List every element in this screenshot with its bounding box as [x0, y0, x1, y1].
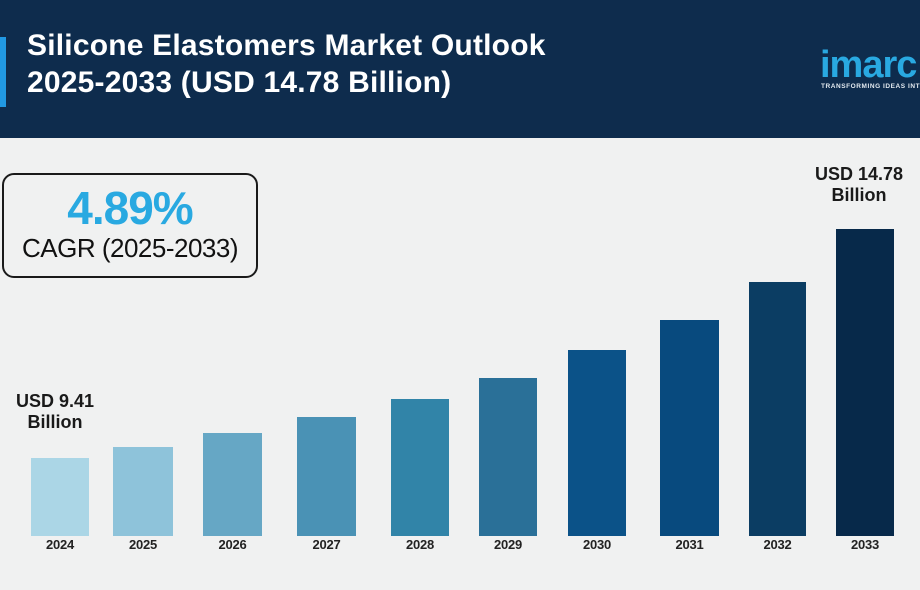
x-axis-label-2031: 2031 [675, 537, 704, 552]
bar-2026 [203, 433, 262, 536]
header-banner: Silicone Elastomers Market Outlook 2025-… [0, 0, 920, 138]
cagr-value: 4.89% [67, 182, 193, 234]
x-axis-label-2024: 2024 [45, 537, 75, 552]
chart-title-line1: Silicone Elastomers Market Outlook [27, 29, 546, 62]
bar-2028 [391, 399, 449, 536]
imarc-logo-text: imarc [820, 44, 917, 86]
x-axis-label-2028: 2028 [405, 537, 435, 552]
end-value-line1: USD 14.78 [814, 164, 904, 184]
x-axis-label-2027: 2027 [312, 537, 341, 552]
chart-title-line2: 2025-2033 (USD 14.78 Billion) [27, 66, 452, 99]
imarc-logo: imarc TRANSFORMING IDEAS INTO [818, 0, 920, 138]
start-value-line1: USD 9.41 [15, 391, 95, 411]
bar-2033 [836, 229, 894, 536]
bar-2027 [297, 417, 356, 536]
x-axis-label-2025: 2025 [128, 537, 158, 552]
bar-2024 [31, 458, 89, 536]
header-accent-stripe [0, 37, 6, 107]
bar-2029 [479, 378, 537, 536]
bar-2031 [660, 320, 719, 536]
end-value-annotation: USD 14.78 Billion [799, 164, 919, 206]
x-axis-label-2026: 2026 [218, 537, 247, 552]
bar-2025 [113, 447, 173, 536]
chart-title: Silicone Elastomers Market Outlook 2025-… [27, 27, 546, 101]
x-axis-label-2029: 2029 [493, 537, 523, 552]
imarc-logo-tagline: TRANSFORMING IDEAS INTO [821, 83, 920, 90]
cagr-period-label: CAGR (2025-2033) [22, 233, 239, 263]
start-value-line2: Billion [27, 412, 83, 432]
start-value-annotation: USD 9.41 Billion [0, 391, 115, 433]
cagr-callout-box: 4.89% CAGR (2025-2033) [2, 173, 258, 278]
x-axis-label-2033: 2033 [850, 537, 880, 552]
bar-2032 [749, 282, 806, 536]
x-axis-label-2030: 2030 [582, 537, 612, 552]
end-value-line2: Billion [831, 185, 887, 205]
x-axis-label-2032: 2032 [763, 537, 792, 552]
bar-2030 [568, 350, 626, 536]
